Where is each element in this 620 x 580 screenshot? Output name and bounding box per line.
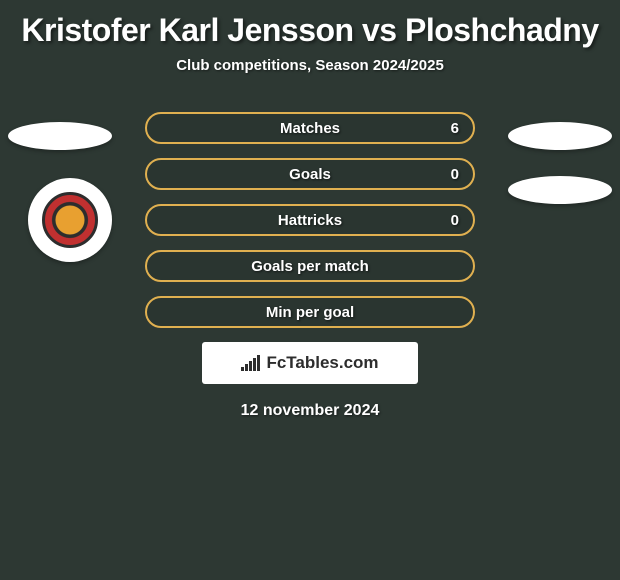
stat-row-min-per-goal: Min per goal <box>145 296 475 328</box>
stat-row-hattricks: Hattricks 0 <box>145 204 475 236</box>
stat-row-matches: Matches 6 <box>145 112 475 144</box>
stat-value: 0 <box>451 166 459 183</box>
stat-value: 0 <box>451 212 459 229</box>
page-title: Kristofer Karl Jensson vs Ploshchadny <box>0 0 620 57</box>
player-badge-right-1 <box>508 122 612 150</box>
club-badge-icon <box>42 192 98 248</box>
stat-label: Hattricks <box>278 212 342 229</box>
date-label: 12 november 2024 <box>0 402 620 420</box>
stat-row-goals-per-match: Goals per match <box>145 250 475 282</box>
season-subtitle: Club competitions, Season 2024/2025 <box>0 57 620 74</box>
stat-label: Goals per match <box>251 258 369 275</box>
stat-label: Goals <box>289 166 331 183</box>
stats-container: Matches 6 Goals 0 Hattricks 0 Goals per … <box>145 112 475 328</box>
bar-chart-icon <box>241 355 260 371</box>
player-badge-left <box>8 122 112 150</box>
branding-badge: FcTables.com <box>202 342 418 384</box>
stat-value: 6 <box>451 120 459 137</box>
player-badge-right-2 <box>508 176 612 204</box>
branding-text: FcTables.com <box>266 353 378 373</box>
stat-row-goals: Goals 0 <box>145 158 475 190</box>
club-badge <box>28 178 112 262</box>
stat-label: Min per goal <box>266 304 354 321</box>
stat-label: Matches <box>280 120 340 137</box>
